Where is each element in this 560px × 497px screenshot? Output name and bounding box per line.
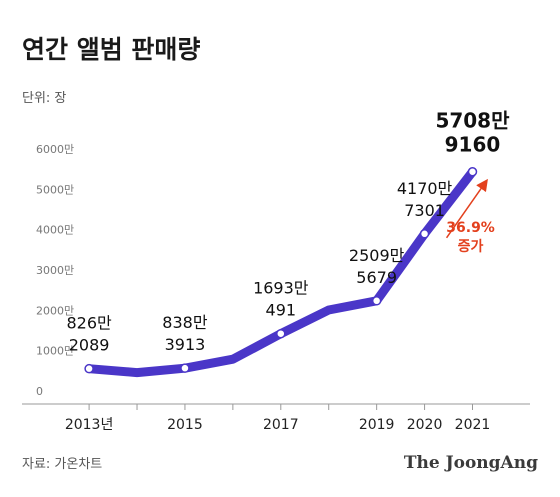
data-label-line1: 838만 — [162, 313, 208, 332]
x-tick-label: 2019 — [359, 417, 395, 433]
y-tick-label: 2000만 — [36, 304, 74, 317]
data-point — [180, 363, 190, 373]
growth-annotation: 36.9% 증가 — [445, 178, 495, 255]
chart-title: 연간 앨범 판매량 — [22, 35, 200, 64]
data-point — [467, 166, 478, 177]
x-tick-label: 2021 — [455, 417, 491, 433]
data-label-line2: 2089 — [69, 336, 110, 355]
data-label-line1: 5708만 — [435, 109, 510, 133]
growth-label: 증가 — [458, 239, 484, 255]
x-axis: 2013년 2015 2017 2019 2020 2021 — [22, 403, 530, 433]
x-tick-label: 2017 — [263, 417, 299, 433]
y-axis-ticks: 0 1000만 2000만 3000만 4000만 5000만 6000만 — [36, 143, 74, 398]
series-line-group — [84, 166, 478, 378]
data-label-line2: 7301 — [404, 201, 445, 220]
data-label-line2: 9160 — [445, 133, 501, 157]
data-label-line1: 826만 — [66, 314, 112, 333]
data-point — [84, 363, 94, 374]
x-tick-label: 2013년 — [65, 417, 114, 433]
data-labels: 826만 2089 838만 3913 1693만 491 2509만 5679 4170만 73… — [66, 109, 510, 355]
data-point — [276, 328, 286, 339]
x-tick-label: 2020 — [407, 417, 443, 433]
unit-label: 단위: 장 — [22, 91, 66, 106]
data-label-line1: 4170만 — [397, 179, 453, 198]
data-point — [371, 296, 382, 306]
y-tick-label: 0 — [36, 385, 43, 398]
y-tick-label: 5000만 — [36, 183, 74, 196]
data-label-line2: 3913 — [165, 335, 206, 354]
data-label-line1: 1693만 — [253, 279, 309, 298]
data-label-line2: 5679 — [356, 268, 397, 287]
y-tick-label: 4000만 — [36, 224, 74, 237]
data-label-line1: 2509만 — [349, 246, 405, 265]
growth-value: 36.9% — [446, 220, 495, 236]
y-tick-label: 6000만 — [36, 143, 74, 156]
growth-arrow — [445, 178, 488, 239]
source-label: 자료: 가온차트 — [22, 457, 102, 472]
y-tick-label: 3000만 — [36, 264, 74, 277]
data-label-line2: 491 — [266, 301, 297, 320]
x-tick-label: 2015 — [167, 417, 203, 433]
y-tick-label: 1000만 — [36, 345, 74, 358]
data-point — [419, 229, 430, 239]
brand-logo: The JoongAng — [404, 453, 538, 473]
